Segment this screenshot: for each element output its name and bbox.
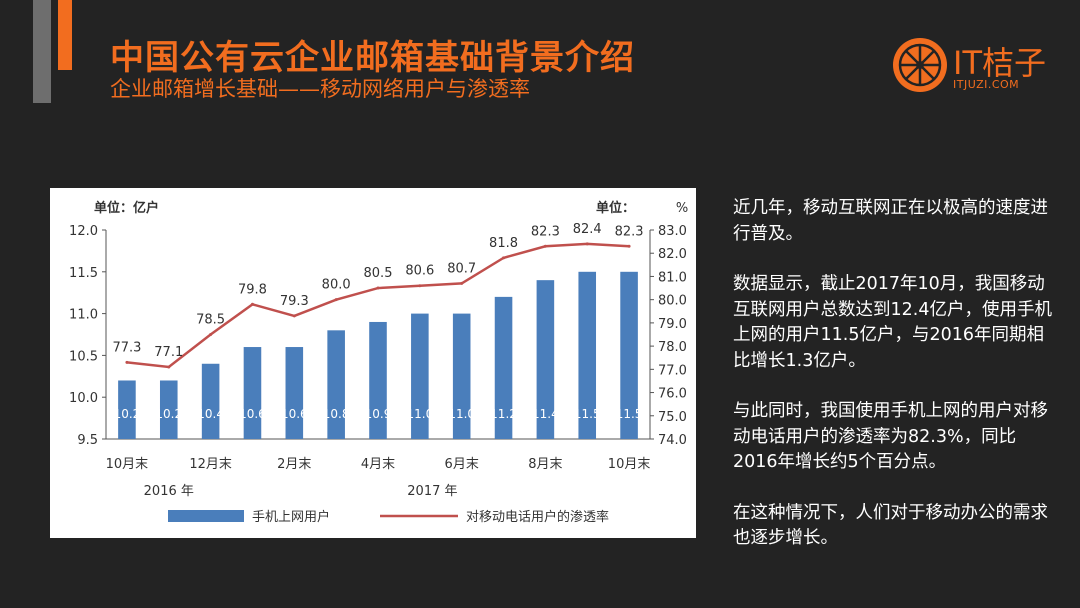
bar xyxy=(201,363,220,439)
bar-value-label: 11.0 xyxy=(406,407,433,421)
bar xyxy=(452,313,471,439)
bar-value-label: 10.2 xyxy=(155,407,182,421)
x-tick-label: 4月末 xyxy=(361,457,395,472)
side-paragraph-1: 近几年，移动互联网正在以极高的速度进行普及。 xyxy=(733,198,1048,244)
bar xyxy=(620,271,638,439)
bar-value-label: 10.9 xyxy=(365,407,392,421)
line-value-label: 78.5 xyxy=(196,313,225,328)
x-tick-label: 10月末 xyxy=(106,457,149,472)
left-tick-label: 11.0 xyxy=(69,308,98,323)
bar xyxy=(536,280,555,439)
bar-value-label: 10.6 xyxy=(281,407,308,421)
bar xyxy=(578,271,597,439)
line-value-label: 82.4 xyxy=(573,222,602,237)
line-value-label: 82.3 xyxy=(531,224,560,239)
x-tick-label: 8月末 xyxy=(528,457,562,472)
x-tick-label: 10月末 xyxy=(608,457,651,472)
left-tick-label: 12.0 xyxy=(69,224,98,239)
bar xyxy=(118,380,136,439)
year-label: 2017 年 xyxy=(407,484,457,499)
line-point xyxy=(167,365,171,369)
line-value-label: 79.3 xyxy=(280,294,309,309)
side-paragraph-4: 在这种情况下，人们对于移动办公的需求也逐步增长。 xyxy=(733,502,1048,549)
line-point xyxy=(418,284,422,288)
right-tick-label: 76.0 xyxy=(658,387,687,402)
line-point xyxy=(209,333,213,336)
side-paragraph-3: 与此同时，我国使用手机上网的用户对移动电话用户的渗透率为82.3%，同比2016… xyxy=(733,401,1048,472)
left-tick-label: 9.5 xyxy=(77,433,98,448)
logo-name: IT桔子 xyxy=(953,44,1046,82)
bar-value-label: 11.5 xyxy=(616,407,643,421)
bar-value-label: 11.2 xyxy=(490,407,517,421)
line-value-label: 77.3 xyxy=(112,340,141,355)
line-value-label: 80.6 xyxy=(405,264,434,279)
line-value-label: 79.8 xyxy=(238,282,267,297)
left-unit-label: 单位：亿户 xyxy=(94,200,159,216)
legend-swatch-bars xyxy=(168,510,244,522)
line-point xyxy=(585,242,589,246)
bar xyxy=(494,296,513,439)
line-value-label: 81.8 xyxy=(489,236,518,251)
line-point xyxy=(292,314,296,318)
decor-bar-gray xyxy=(33,0,51,103)
bar xyxy=(159,380,178,439)
bar-value-label: 10.4 xyxy=(197,407,224,421)
x-tick-label: 2月末 xyxy=(277,457,311,472)
line-point xyxy=(502,256,506,260)
legend-label-line: 对移动电话用户的渗透率 xyxy=(466,509,609,525)
line-value-label: 80.5 xyxy=(364,266,393,281)
right-tick-label: 83.0 xyxy=(658,224,687,239)
right-unit-symbol: % xyxy=(676,201,688,216)
right-unit-label: 单位： xyxy=(596,200,635,216)
line-point xyxy=(627,244,631,248)
left-tick-label: 11.5 xyxy=(69,266,98,281)
left-tick-label: 10.5 xyxy=(69,349,98,364)
bar-value-label: 11.0 xyxy=(448,407,475,421)
page-title: 中国公有云企业邮箱基础背景介绍 xyxy=(110,38,635,78)
line-value-label: 80.0 xyxy=(322,278,351,293)
bar-value-label: 11.4 xyxy=(532,407,559,421)
bar xyxy=(411,313,429,439)
line-value-label: 80.7 xyxy=(447,261,476,276)
bar-value-label: 11.5 xyxy=(574,407,601,421)
bar xyxy=(285,347,304,439)
bar xyxy=(243,347,262,439)
x-tick-label: 6月末 xyxy=(445,457,479,472)
line-point xyxy=(125,360,129,364)
x-tick-label: 12月末 xyxy=(189,457,232,472)
decor-bar-orange xyxy=(58,0,72,70)
line-value-label: 77.1 xyxy=(154,345,183,360)
side-text: 近几年，移动互联网正在以极高的速度进行普及。 数据显示，截止2017年10月，我… xyxy=(733,196,1053,552)
right-tick-label: 82.0 xyxy=(658,247,687,262)
logo-url: ITJUZI.COM xyxy=(953,78,1020,91)
chart: 单位：亿户 单位： % 12.0 11.5 11.0 10.5 10.0 9.5 83.0 82.0… xyxy=(69,200,688,525)
orange-slice-icon xyxy=(893,38,947,92)
chart-panel: 单位：亿户 单位：% 12.0 11.5 11.0 10.5 10.0 9.5 83.0 82.0… xyxy=(50,188,696,538)
right-tick-label: 78.0 xyxy=(658,340,687,355)
year-label: 2016 年 xyxy=(144,484,194,499)
line-point xyxy=(376,286,380,290)
line-value-label: 82.3 xyxy=(615,224,644,239)
right-tick-label: 79.0 xyxy=(658,317,687,332)
line-point xyxy=(543,244,547,248)
brand-logo: IT桔子 ITJUZI.COM xyxy=(893,38,1063,94)
bar-value-label: 10.8 xyxy=(323,407,350,421)
line-point xyxy=(460,281,464,285)
bar-value-label: 10.2 xyxy=(114,407,141,421)
left-tick-label: 10.0 xyxy=(69,391,98,406)
side-paragraph-2: 数据显示，截止2017年10月，我国移动互联网用户总数达到12.4亿户，使用手机… xyxy=(733,274,1052,371)
bar xyxy=(369,321,387,439)
right-tick-label: 75.0 xyxy=(658,410,687,425)
line-point xyxy=(334,298,338,302)
legend-label-bars: 手机上网用户 xyxy=(252,509,330,525)
bar-value-label: 10.6 xyxy=(239,407,266,421)
line-point xyxy=(250,302,254,306)
bar xyxy=(327,330,345,439)
right-tick-label: 80.0 xyxy=(658,294,687,309)
right-tick-label: 81.0 xyxy=(658,270,687,285)
page-subtitle: 企业邮箱增长基础——移动网络用户与渗透率 xyxy=(110,77,530,101)
right-tick-label: 77.0 xyxy=(658,363,687,378)
right-tick-label: 74.0 xyxy=(658,433,687,448)
